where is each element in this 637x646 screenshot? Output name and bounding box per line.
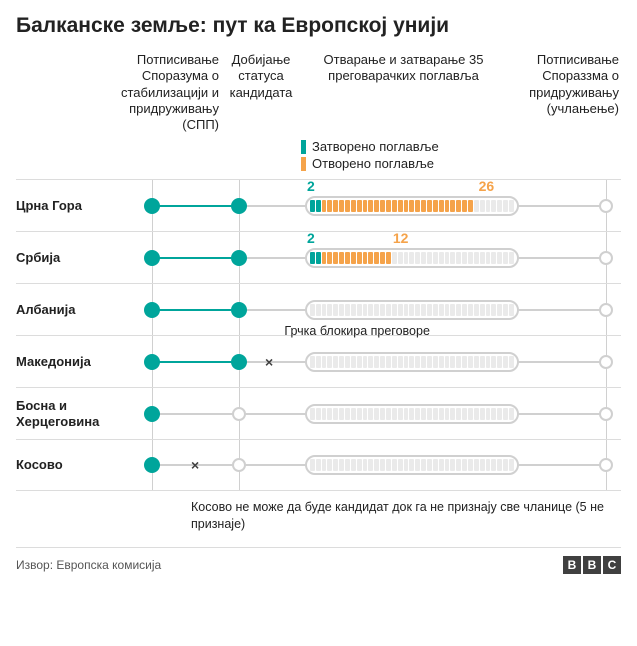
stage-spp-dot [144, 406, 160, 422]
stage-accession-dot [599, 407, 613, 421]
stage-spp-dot [144, 198, 160, 214]
legend-swatch-closed [301, 140, 306, 154]
header-spp: Потписивање Споразума о стабилизацији и … [111, 52, 221, 133]
country-label: Македонија [16, 354, 111, 370]
track: 2 12 [111, 232, 621, 283]
stage-candidate-dot [232, 458, 246, 472]
chart-title: Балканске земље: пут ка Европској унији [16, 14, 621, 38]
block-marker: × [265, 354, 273, 370]
legend-label-open: Отворено поглавље [312, 156, 434, 171]
country-label: Косово [16, 457, 111, 473]
track: ×Грчка блокира преговоре [111, 336, 621, 387]
chapters-pill [305, 248, 519, 268]
country-row: Македонија×Грчка блокира преговоре [16, 335, 621, 387]
country-row: Косово × [16, 439, 621, 491]
stage-candidate-dot [232, 407, 246, 421]
column-headers: Потписивање Споразума о стабилизацији и … [16, 52, 621, 133]
chapters-pill [305, 352, 519, 372]
stage-candidate-dot [231, 302, 247, 318]
country-label: Босна и Херцеговина [16, 398, 111, 429]
stage-candidate-dot [231, 250, 247, 266]
stage-spp-dot [144, 302, 160, 318]
stage-spp-dot [144, 354, 160, 370]
stage-accession-dot [599, 303, 613, 317]
chart-area: Црна Гора226Србија212АлбанијаМакедонија×… [16, 179, 621, 491]
track: × [111, 440, 621, 490]
chapters-pill [305, 455, 519, 475]
country-row: Црна Гора 2 26 [16, 179, 621, 231]
stage-accession-dot [599, 251, 613, 265]
header-accession: Потписивање Спораззма о придруживању (уч… [506, 52, 621, 133]
header-chapters: Отварање и затварање 35 преговарачких по… [301, 52, 506, 133]
stage-spp-dot [144, 250, 160, 266]
legend-label-closed: Затворено поглавље [312, 139, 439, 154]
closed-count: 2 [307, 178, 315, 194]
stage-accession-dot [599, 458, 613, 472]
country-label: Албанија [16, 302, 111, 318]
stage-candidate-dot [231, 198, 247, 214]
legend: Затворено поглавље Отворено поглавље [16, 139, 621, 171]
track [111, 388, 621, 439]
legend-swatch-open [301, 157, 306, 171]
country-label: Црна Гора [16, 198, 111, 214]
open-count: 12 [393, 230, 409, 246]
footnote-kosovo: Косово не може да буде кандидат док га н… [16, 499, 621, 533]
stage-accession-dot [599, 355, 613, 369]
stage-candidate-dot [231, 354, 247, 370]
chapters-pill [305, 404, 519, 424]
source-text: Извор: Европска комисија [16, 558, 161, 572]
block-marker: × [191, 457, 199, 473]
bbc-logo: B B C [563, 556, 621, 574]
closed-count: 2 [307, 230, 315, 246]
track: 2 26 [111, 180, 621, 231]
open-count: 26 [479, 178, 495, 194]
chapters-pill [305, 196, 519, 216]
header-candidate: Добијање статуса кандидата [221, 52, 301, 133]
chapters-pill [305, 300, 519, 320]
country-row: Србија 2 12 [16, 231, 621, 283]
country-label: Србија [16, 250, 111, 266]
block-note: Грчка блокира преговоре [284, 324, 430, 338]
stage-spp-dot [144, 457, 160, 473]
country-row: Босна и Херцеговина [16, 387, 621, 439]
stage-accession-dot [599, 199, 613, 213]
